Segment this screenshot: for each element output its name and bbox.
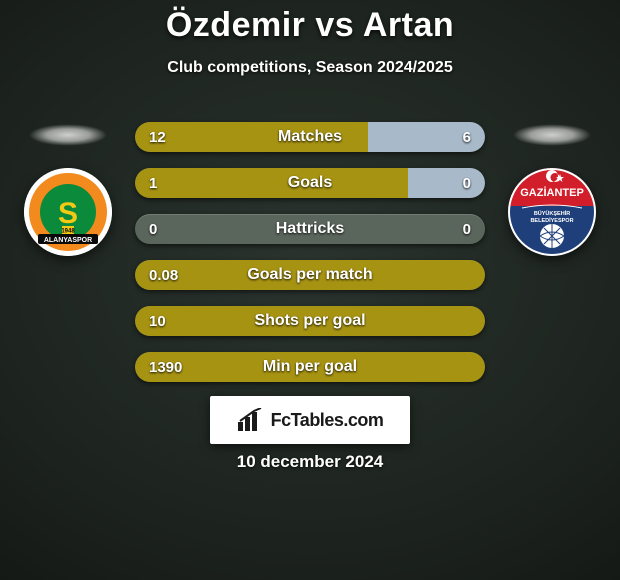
stat-row-matches: Matches126 <box>135 122 485 152</box>
player1-bar-fill <box>135 168 408 198</box>
bar-track <box>135 260 485 290</box>
stat-row-hattricks: Hattricks00 <box>135 214 485 244</box>
player1-badge: S ALANYASPOR 1948 <box>14 120 122 256</box>
svg-text:ALANYASPOR: ALANYASPOR <box>44 237 92 244</box>
bar-track <box>135 352 485 382</box>
attribution-badge: FcTables.com <box>210 396 410 444</box>
stat-row-min-per-goal: Min per goal1390 <box>135 352 485 382</box>
svg-text:S: S <box>58 197 78 230</box>
player1-bar-fill <box>135 306 485 336</box>
player1-bar-fill <box>135 260 485 290</box>
subtitle: Club competitions, Season 2024/2025 <box>0 59 620 77</box>
svg-text:BÜYÜKŞEHİR: BÜYÜKŞEHİR <box>534 210 570 217</box>
player2-badge: GAZİANTEP BÜYÜKŞEHİR BELEDİYESPOR <box>498 120 606 256</box>
alanyaspor-logo-icon: S ALANYASPOR 1948 <box>24 168 112 256</box>
bar-track <box>135 122 485 152</box>
svg-text:BELEDİYESPOR: BELEDİYESPOR <box>530 217 573 224</box>
comparison-bars: Matches126 Goals10 Hattricks00 Goals per ma… <box>135 122 485 398</box>
attribution-text: FcTables.com <box>271 410 384 431</box>
date-text: 10 december 2024 <box>0 452 620 472</box>
fctables-logo-icon <box>237 408 265 432</box>
badge-glow-icon <box>14 120 122 150</box>
bar-track <box>135 168 485 198</box>
bar-track <box>135 214 485 244</box>
badge-glow-icon <box>498 120 606 150</box>
player1-bar-fill <box>135 352 485 382</box>
bar-track <box>135 306 485 336</box>
stat-row-goals: Goals10 <box>135 168 485 198</box>
page-title: Özdemir vs Artan <box>0 0 620 45</box>
player2-bar-fill <box>408 168 485 198</box>
player2-bar-fill <box>368 122 485 152</box>
stat-row-goals-per-match: Goals per match0.08 <box>135 260 485 290</box>
stat-row-shots-per-goal: Shots per goal10 <box>135 306 485 336</box>
player1-bar-fill <box>135 122 368 152</box>
svg-text:1948: 1948 <box>61 229 75 235</box>
content-root: Özdemir vs Artan Club competitions, Seas… <box>0 0 620 580</box>
svg-text:GAZİANTEP: GAZİANTEP <box>520 186 584 199</box>
gaziantep-logo-icon: GAZİANTEP BÜYÜKŞEHİR BELEDİYESPOR <box>508 168 596 256</box>
